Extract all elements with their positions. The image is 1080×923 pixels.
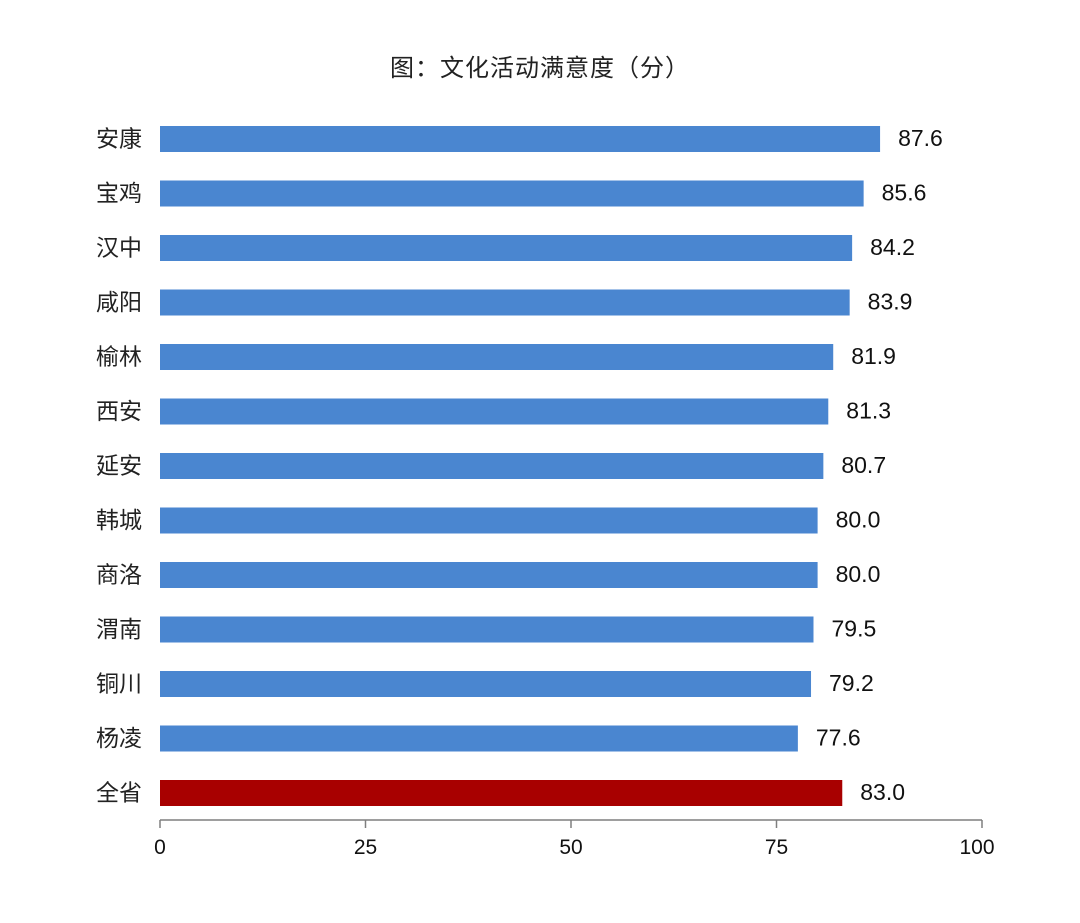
category-label: 榆林 (96, 345, 142, 371)
value-label: 81.3 (846, 398, 891, 424)
category-label: 西安 (96, 399, 142, 425)
bar (160, 453, 824, 479)
x-tick-label: 0 (154, 836, 166, 859)
value-label: 80.7 (841, 452, 886, 478)
value-label: 79.5 (831, 616, 876, 642)
x-tick-label: 100 (959, 836, 994, 859)
bar-highlight (160, 780, 843, 806)
value-label: 79.2 (829, 670, 874, 696)
category-label: 全省 (96, 781, 142, 807)
bar (160, 126, 881, 152)
labels-layer: 安康 87.6 宝鸡 85.6 汉中 84.2 咸阳 83.9 榆林 81.9 西安 81.3 延安 80… (96, 125, 943, 806)
bar (160, 671, 812, 697)
value-label: 83.0 (860, 779, 905, 805)
value-label: 83.9 (868, 289, 913, 315)
value-label: 77.6 (816, 725, 861, 751)
value-label: 87.6 (898, 125, 943, 151)
x-axis: 0 25 50 75 100 (154, 819, 995, 859)
value-label: 84.2 (870, 234, 915, 260)
x-tick-label: 50 (559, 836, 582, 859)
bar (160, 289, 850, 316)
category-label: 延安 (96, 454, 142, 480)
category-label: 渭南 (96, 617, 142, 643)
bar (160, 507, 818, 534)
category-label: 安康 (96, 127, 142, 153)
bar (160, 398, 829, 425)
x-tick-label: 25 (354, 836, 377, 859)
value-label: 80.0 (836, 507, 881, 533)
bars-layer (160, 126, 881, 806)
category-label: 韩城 (96, 508, 142, 534)
bar (160, 235, 853, 261)
x-tick-label: 75 (765, 836, 788, 859)
value-label: 80.0 (836, 561, 881, 587)
category-label: 铜川 (96, 672, 142, 698)
bar (160, 725, 798, 752)
value-label: 85.6 (882, 180, 927, 206)
bar (160, 344, 834, 370)
category-label: 杨凌 (96, 726, 142, 752)
category-label: 咸阳 (96, 290, 142, 316)
bar (160, 562, 818, 588)
category-label: 宝鸡 (96, 181, 142, 207)
chart-title: 图：文化活动满意度（分） (390, 54, 690, 82)
value-label: 81.9 (851, 343, 896, 369)
category-label: 商洛 (96, 563, 142, 589)
bar (160, 180, 864, 207)
category-label: 汉中 (96, 236, 142, 262)
bar (160, 616, 814, 643)
